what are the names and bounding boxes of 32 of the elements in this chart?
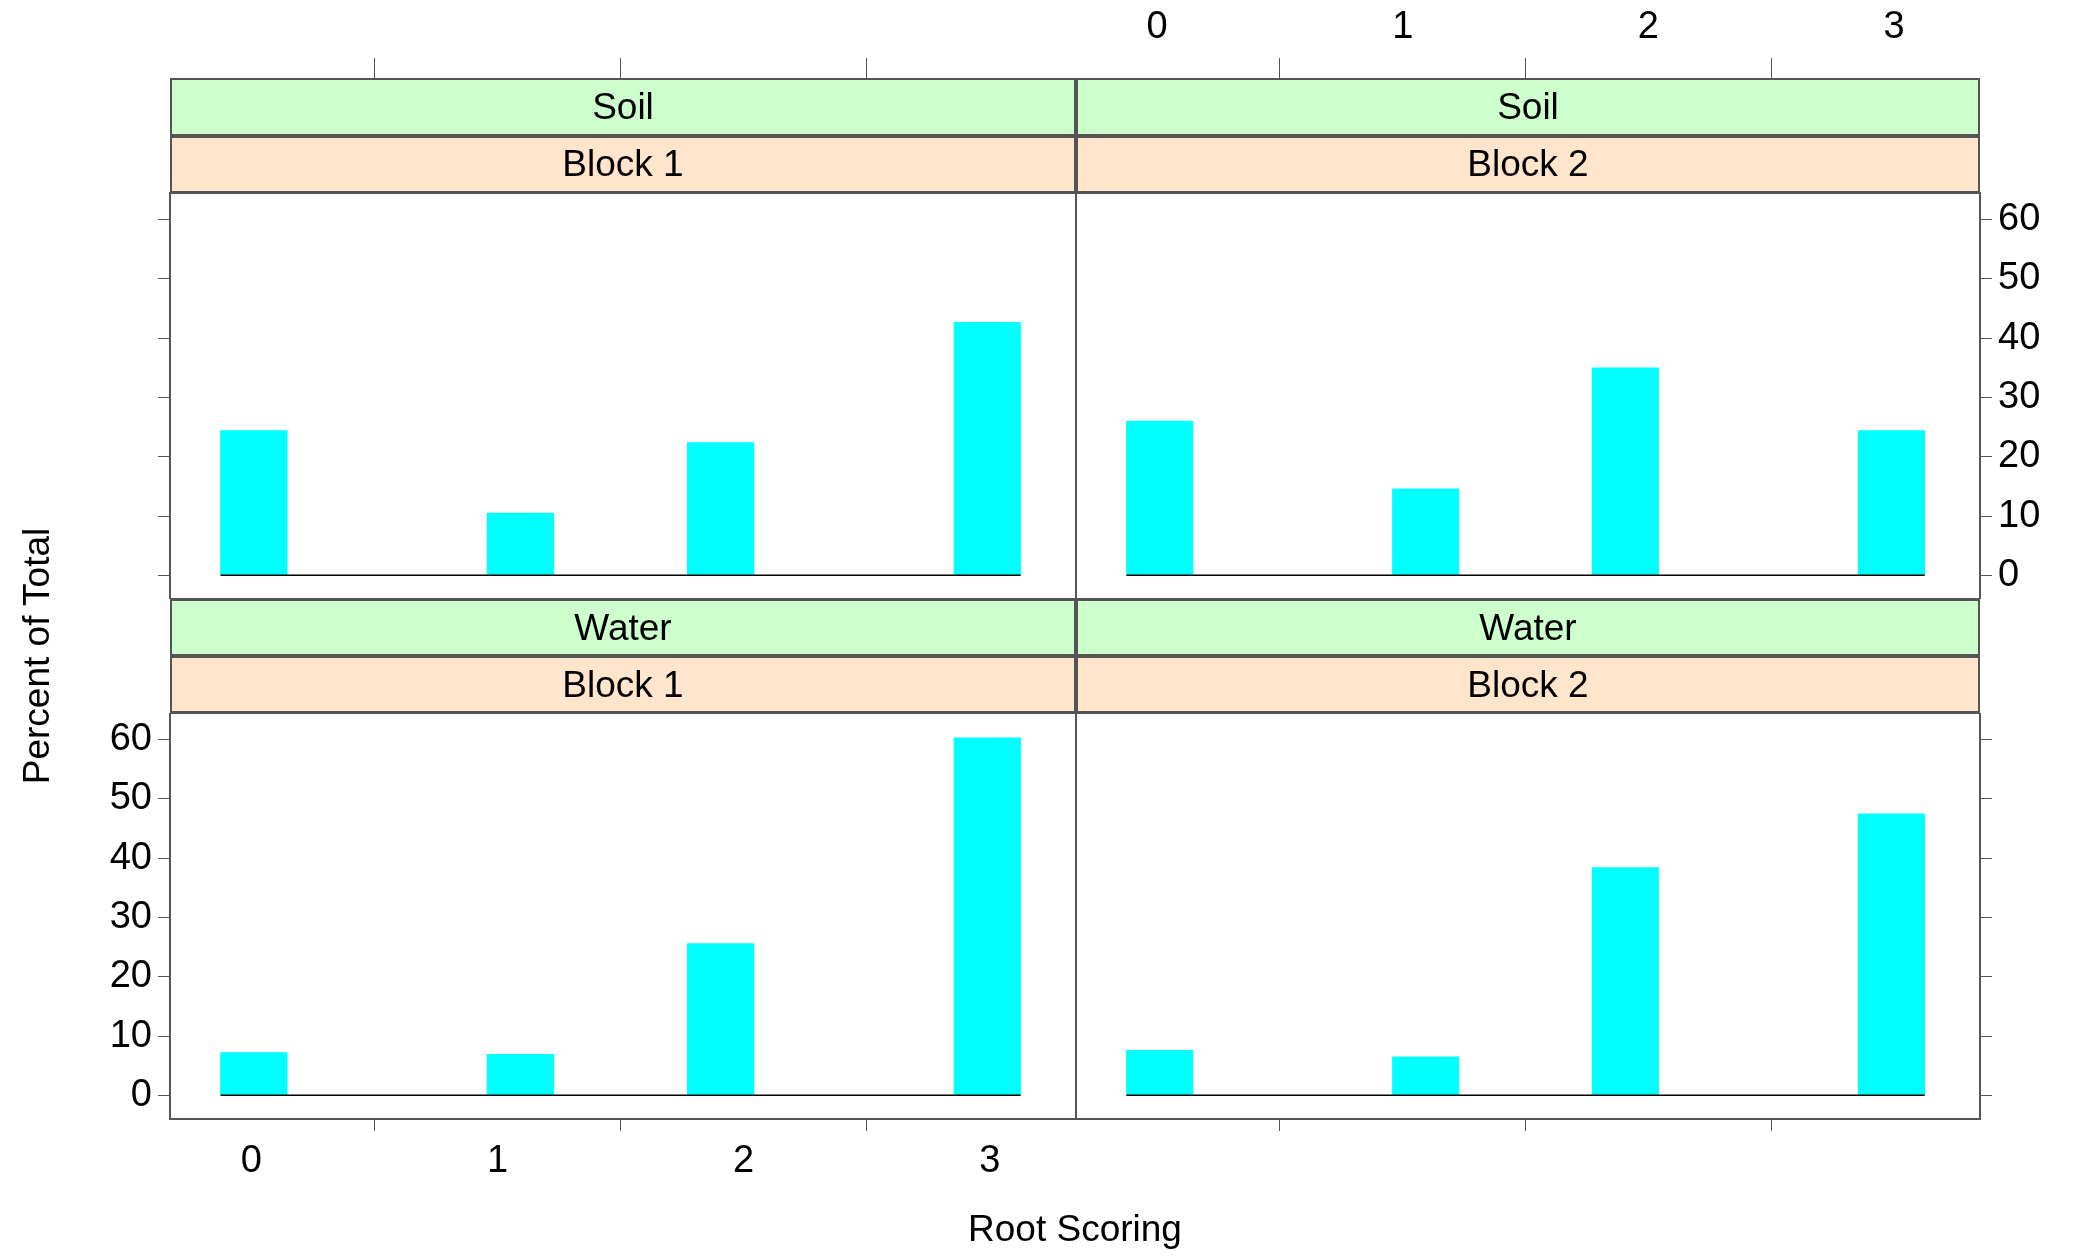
chart-title: Water	[1076, 599, 1980, 656]
x-tick-label: 2	[1637, 3, 1659, 46]
y-tick-label: 10	[1998, 492, 2041, 535]
y-tick-label: 30	[109, 893, 152, 936]
y-tick-label: 50	[1998, 255, 2041, 298]
x-tick-label: 0	[1146, 3, 1168, 46]
chart-subtitle: Block 1	[170, 656, 1076, 713]
chart-subtitle: Block 2	[1076, 135, 1980, 193]
y-tick-label: 50	[109, 775, 152, 818]
chart-title: Soil	[1076, 78, 1980, 136]
y-tick-label: 30	[1998, 373, 2041, 416]
y-axis-title: Percent of Total	[16, 527, 58, 785]
y-tick-label: 0	[130, 1071, 152, 1114]
y-tick-label: 40	[1998, 314, 2041, 357]
chart-title: Soil	[170, 78, 1076, 136]
x-axis-title: Root Scoring	[967, 1208, 1183, 1250]
chart-title: Water	[170, 599, 1076, 656]
x-tick-label: 3	[979, 1138, 1001, 1181]
y-tick-label: 20	[1998, 433, 2041, 476]
chart-subtitle: Block 2	[1076, 656, 1980, 713]
y-tick-label: 10	[109, 1012, 152, 1055]
x-tick-label: 1	[486, 1138, 509, 1181]
x-tick-label: 0	[240, 1138, 262, 1181]
chart-subtitle: Block 1	[170, 135, 1076, 193]
y-tick-label: 20	[109, 953, 152, 996]
x-tick-label: 3	[1883, 3, 1905, 46]
x-tick-label: 2	[733, 1138, 755, 1181]
x-tick-label: 1	[1392, 3, 1414, 46]
y-tick-label: 40	[109, 834, 152, 877]
y-tick-label: 0	[1998, 551, 2020, 594]
y-tick-label: 60	[109, 716, 152, 759]
y-tick-label: 60	[1998, 196, 2041, 239]
